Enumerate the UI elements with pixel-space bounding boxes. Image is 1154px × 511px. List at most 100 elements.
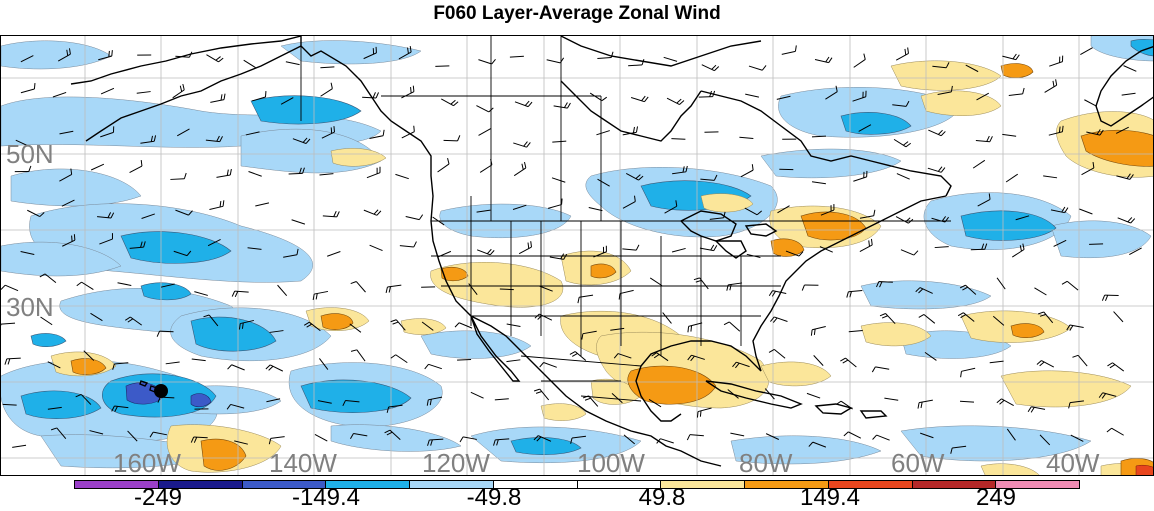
wind-barb-flag [1015,54,1020,60]
wind-barb-flag [981,243,985,250]
wind-barb-shaft [928,129,942,137]
wind-barb-shaft [89,430,104,435]
colorbar-segment [409,481,493,488]
wind-barb-flag [570,437,573,444]
wind-barb-shaft [698,96,713,98]
wind-barb-shaft [1080,47,1093,55]
wind-barb-shaft [248,171,262,177]
wind-barb-shaft [923,314,936,324]
wind-barb-flag [810,329,813,336]
wind-barb-shaft [619,289,634,295]
wind-barb-shaft [327,251,341,257]
wind-barb-shaft [160,283,175,288]
wind-barb-flag [560,253,565,260]
wind-barb-flag [690,325,693,332]
wind-barb-flag [641,95,646,102]
wind-barb-flag [1036,360,1042,365]
wind-barb-flag [153,135,157,142]
wind-barb-flag [1019,245,1022,252]
wind-barb-shaft [421,321,434,331]
wind-barb-flag [675,200,678,207]
wind-barb-flag [111,405,115,412]
wind-barb-flag [350,281,357,285]
wind-barb-flag [962,286,968,291]
wind-barb-flag [527,101,533,107]
wind-barb-flag [567,102,571,109]
wind-barb-flag [447,158,450,165]
wind-barb-shaft [194,291,208,296]
wind-barb-flag [695,279,702,283]
wind-barb-flag [265,364,271,370]
wind-map [1,36,1153,475]
wind-barb-shaft [765,433,780,440]
colorbar-segment [660,481,744,488]
wind-barb-flag [879,281,883,288]
wind-barb-shaft [457,359,472,361]
colorbar-label-6: 249 [975,484,1017,511]
wind-barb-shaft [546,59,561,64]
wind-barb-flag [676,98,682,104]
wind-barb-flag [219,136,223,142]
wind-barb-shaft [291,219,306,225]
wind-barb-shaft [468,283,478,295]
wind-barb-flag [315,293,318,300]
wind-barb-shaft [972,159,986,169]
wind-barb-shaft [746,253,761,259]
wind-barb-shaft [764,388,775,400]
wind-barb-shaft [666,97,680,105]
wind-barb-flag [226,169,229,176]
wind-barb-flag [156,330,160,337]
wind-barb-shaft [814,59,829,64]
wind-barb-flag [424,364,429,370]
wind-barb-shaft [819,246,833,253]
wind-barb-shaft [130,316,142,326]
wind-barb-shaft [100,131,114,138]
wind-barb-shaft [549,256,564,260]
wind-barb-flag [390,354,396,359]
wind-barb-shaft [1005,173,1019,183]
wind-barb-shaft [1,322,16,325]
wind-barb-flag [1058,126,1061,133]
wind-barb-flag [808,441,814,447]
wind-barb-shaft [277,284,288,297]
wind-barb-flag [157,396,161,403]
wind-barb-shaft [395,173,409,180]
wind-barb-shaft [99,238,113,245]
wind-barb-shaft [748,65,763,71]
wind-barb-flag [76,281,82,287]
wind-barb-flag [569,351,576,355]
wind-barb-flag [644,96,649,103]
wind-barb-shaft [12,444,27,448]
wind-barb-flag [373,209,379,215]
wind-barb-shaft [1081,167,1095,176]
wind-barb-flag [1061,280,1068,285]
wind-barb-shaft [320,66,335,69]
wind-barb-shaft [875,366,890,370]
wind-barb-flag [490,158,493,165]
wind-barb-flag [392,321,399,325]
wind-barb-flag [125,316,131,321]
wind-barb-flag [454,322,460,328]
wind-barb-shaft [206,54,219,63]
wind-barb-shaft [553,105,568,109]
wind-barb-flag [723,211,726,218]
wind-barb-shaft [672,171,687,175]
wind-barb-flag [917,402,920,409]
wind-barb-shaft [1043,311,1054,324]
wind-barb-shaft [781,50,796,55]
wind-barb-flag [772,317,778,323]
wind-barb-shaft [588,206,603,212]
wind-barb-flag [711,64,717,70]
wind-barb-flag [751,164,754,171]
wind-barb-shaft [539,285,553,292]
wind-barb-shaft [730,432,745,437]
wind-barb-shaft [1044,84,1057,93]
wind-barb-shaft [141,213,155,219]
colorbar-segment [241,481,326,488]
wind-barb-shaft [919,287,933,294]
wind-barb-flag [188,210,193,216]
wind-barb-flag [71,235,73,242]
wind-barb-flag [801,284,805,291]
wind-barb-flag [127,318,134,323]
wind-barb-flag [635,244,640,251]
